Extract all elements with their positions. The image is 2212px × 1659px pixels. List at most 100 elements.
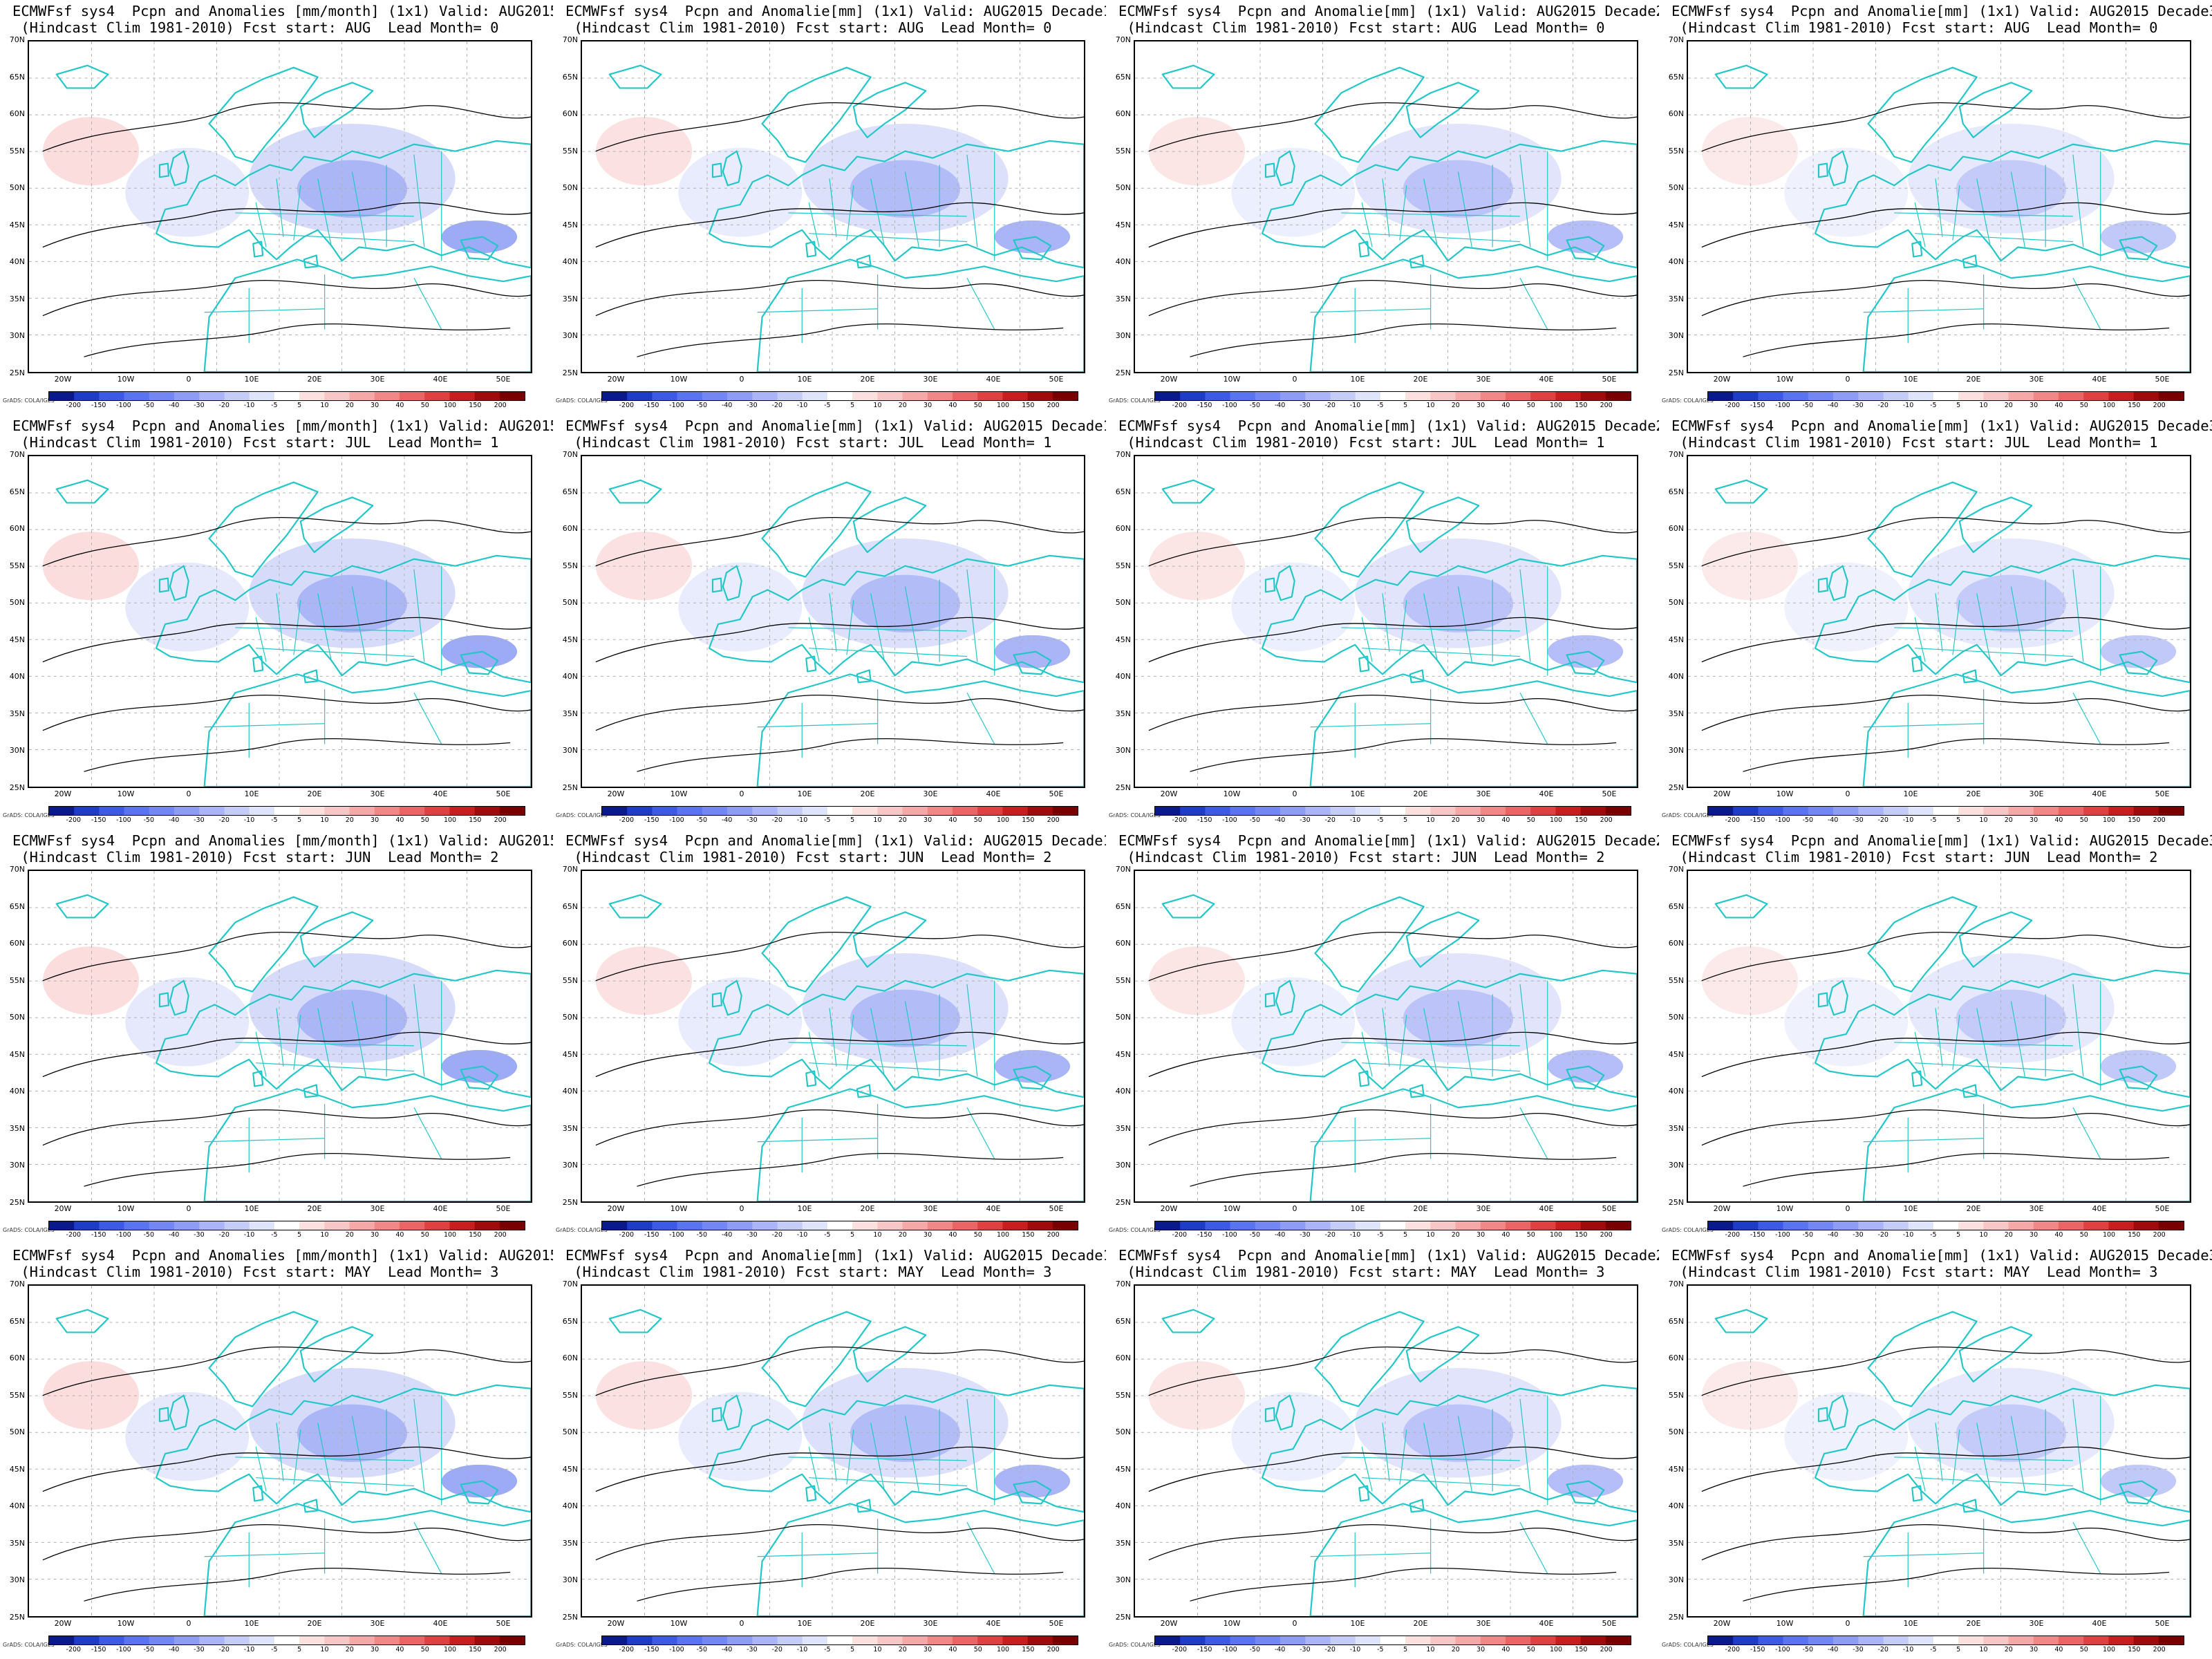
map-canvas (1135, 871, 1637, 1201)
colorbar-swatch (49, 1221, 75, 1230)
precip-contours (1701, 517, 2190, 772)
colorbar-swatch (1733, 807, 1759, 815)
colorbar-tick-label: -50 (696, 1231, 708, 1239)
colorbar-tick-label: 100 (996, 402, 1010, 409)
forecast-panel: ECMWFsf sys4 Pcpn and Anomalies [mm/mont… (0, 830, 553, 1244)
panel-title-line2: (Hindcast Clim 1981-2010) Fcst start: JU… (565, 849, 1052, 865)
anomaly-area (297, 1404, 407, 1462)
lat-tick-label: 70N (9, 35, 25, 44)
colorbar-swatch (99, 392, 124, 400)
colorbar-tick-label: -150 (1197, 402, 1212, 409)
colorbar-tick-label: 150 (1575, 1231, 1588, 1239)
colorbar-tick-label: 50 (973, 1231, 982, 1239)
forecast-panel: ECMWFsf sys4 Pcpn and Anomalie[mm] (1x1)… (1659, 415, 2212, 830)
anomaly-shading (1701, 946, 2177, 1083)
lat-tick-label: 40N (562, 672, 578, 681)
colorbar-swatch (1858, 807, 1884, 815)
lon-tick-label: 0 (1292, 1619, 1297, 1628)
anomaly-area (1908, 124, 2115, 234)
anomaly-shading (42, 532, 518, 668)
lat-tick-label: 55N (562, 975, 578, 985)
anomaly-area (678, 977, 803, 1067)
anomaly-shading (595, 117, 1071, 254)
colorbar-swatch (2108, 1221, 2134, 1230)
colorbar-swatch (677, 1636, 703, 1644)
lat-tick-label: 45N (1115, 635, 1131, 644)
precip-contours (42, 932, 531, 1187)
colorbar-swatch (752, 807, 778, 815)
colorbar-swatch (702, 392, 728, 400)
lon-tick-label: 0 (739, 375, 744, 384)
colorbar-swatch (627, 1636, 653, 1644)
europe-precip-map (1134, 40, 1638, 373)
colorbar-swatch (1580, 392, 1606, 400)
colorbar-tick-label: 100 (2102, 1646, 2116, 1653)
grads-credit: GrADS: COLA/IGES (1109, 1227, 1161, 1233)
colorbar-swatch (1255, 392, 1281, 400)
panel-title-line2: (Hindcast Clim 1981-2010) Fcst start: JU… (1671, 434, 2158, 451)
colorbar-tick-label: -30 (1853, 402, 1864, 409)
colorbar-swatch (1002, 392, 1028, 400)
lat-tick-label: 70N (1668, 450, 1684, 459)
colorbar-tick-label: -20 (771, 1231, 782, 1239)
colorbar-swatch (299, 392, 325, 400)
colorbar-swatch (199, 1221, 225, 1230)
colorbar-swatch (1530, 1636, 1556, 1644)
colorbar-tick-label: -50 (1802, 402, 1814, 409)
lon-tick-label: 40E (1539, 1204, 1554, 1213)
coastlines (608, 1309, 1084, 1616)
colorbar-swatch (1330, 1221, 1356, 1230)
lat-tick-label: 60N (1668, 524, 1684, 533)
colorbar-swatch (977, 807, 1003, 815)
colorbar-tick-label: 200 (2153, 402, 2166, 409)
panel-title-line2: (Hindcast Clim 1981-2010) Fcst start: JU… (1118, 434, 1605, 451)
colorbar-tick-label: 30 (371, 402, 379, 409)
lon-tick-label: 10W (670, 375, 688, 384)
colorbar-tick-label: -200 (1725, 1231, 1741, 1239)
forecast-panel: ECMWFsf sys4 Pcpn and Anomalie[mm] (1x1)… (1659, 830, 2212, 1244)
colorbar-tick-label: 50 (973, 1646, 982, 1653)
colorbar-tick-label: 5 (1403, 1231, 1408, 1239)
lat-tick-label: 35N (1115, 709, 1131, 718)
colorbar-tick-label: 50 (973, 402, 982, 409)
anomaly-area (595, 946, 693, 1015)
colorbar-swatch (1758, 392, 1783, 400)
forecast-panel: ECMWFsf sys4 Pcpn and Anomalie[mm] (1x1)… (1106, 415, 1659, 830)
colorbar-tick-label: 5 (1956, 402, 1961, 409)
colorbar-swatch (1580, 807, 1606, 815)
colorbar-swatch (702, 1221, 728, 1230)
anomaly-colorbar (48, 806, 525, 816)
colorbar-swatch (1530, 392, 1556, 400)
coastlines (608, 479, 1084, 787)
colorbar-swatch (1505, 807, 1531, 815)
europe-precip-map (1134, 870, 1638, 1203)
lon-tick-label: 30E (370, 1204, 385, 1213)
lon-tick-label: 0 (186, 1204, 191, 1213)
colorbar-tick-label: 30 (371, 816, 379, 824)
lon-tick-label: 20E (307, 375, 322, 384)
panel-title: ECMWFsf sys4 Pcpn and Anomalie[mm] (1x1)… (1118, 832, 1659, 865)
anomaly-area (850, 160, 960, 218)
lat-tick-label: 35N (562, 294, 578, 303)
lat-tick-label: 35N (1115, 1123, 1131, 1133)
map-canvas (29, 456, 531, 787)
colorbar-swatch (1305, 1221, 1331, 1230)
colorbar-swatch (2008, 392, 2034, 400)
colorbar-swatch (2133, 1221, 2159, 1230)
lat-tick-label: 55N (1115, 561, 1131, 570)
lon-tick-label: 10W (1223, 1619, 1241, 1628)
precip-contours (1701, 102, 2190, 357)
lat-tick-label: 65N (1115, 487, 1131, 496)
colorbar-tick-label: 5 (297, 1231, 302, 1239)
map-canvas (582, 1286, 1084, 1616)
colorbar-swatch (1555, 807, 1581, 815)
colorbar-tick-label: -200 (1725, 1646, 1741, 1653)
lat-tick-label: 50N (1668, 1013, 1684, 1022)
lon-tick-label: 50E (1049, 1619, 1064, 1628)
forecast-panel: ECMWFsf sys4 Pcpn and Anomalie[mm] (1x1)… (553, 830, 1106, 1244)
colorbar-swatch (349, 1221, 375, 1230)
lon-tick-label: 50E (2155, 375, 2170, 384)
panel-title-line1: ECMWFsf sys4 Pcpn and Anomalie[mm] (1x1)… (1118, 1247, 1659, 1264)
lon-tick-label: 30E (370, 789, 385, 798)
colorbar-swatch (1933, 807, 1959, 815)
